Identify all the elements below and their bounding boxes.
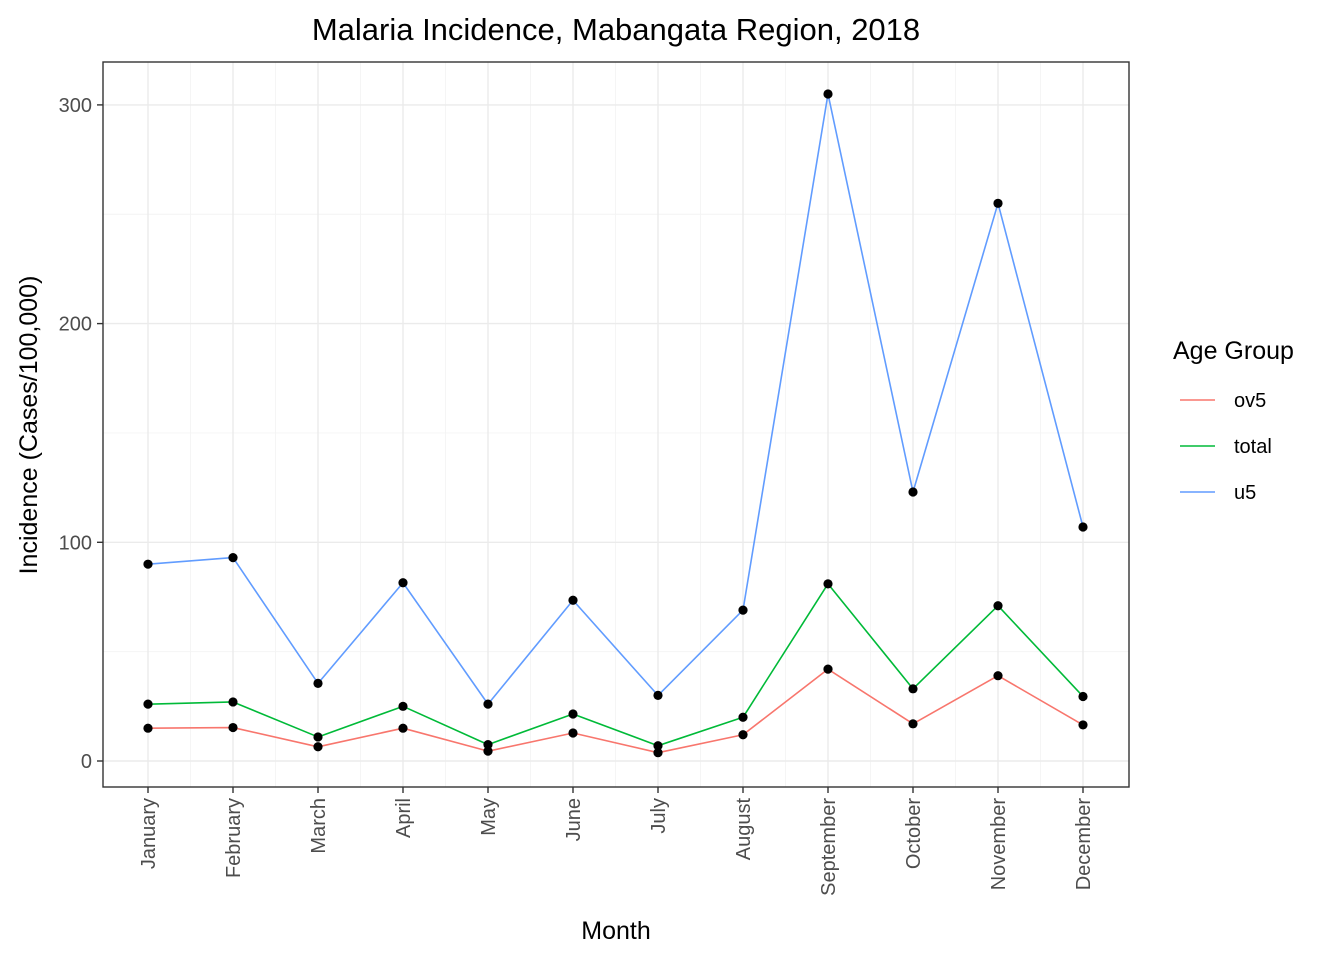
x-tick-label: September bbox=[818, 798, 840, 896]
data-point-ov5 bbox=[483, 746, 493, 756]
data-point-u5 bbox=[993, 198, 1003, 208]
data-point-u5 bbox=[653, 690, 663, 700]
series-line-u5 bbox=[147, 93, 1084, 705]
data-point-total bbox=[568, 709, 578, 719]
data-point-ov5 bbox=[143, 723, 153, 733]
x-tick-label: January bbox=[138, 798, 160, 869]
y-axis-title: Incidence (Cases/100,000) bbox=[15, 276, 43, 575]
data-point-total bbox=[228, 697, 238, 707]
data-point-ov5 bbox=[1078, 720, 1088, 730]
x-tick-label: November bbox=[988, 798, 1010, 891]
data-point-ov5 bbox=[313, 742, 323, 752]
data-point-ov5 bbox=[823, 664, 833, 674]
grid bbox=[103, 62, 1129, 787]
data-point-u5 bbox=[313, 678, 323, 688]
y-tick-label: 200 bbox=[59, 314, 92, 336]
data-point-ov5 bbox=[568, 728, 578, 738]
data-point-u5 bbox=[738, 605, 748, 615]
x-tick-label: May bbox=[478, 798, 500, 836]
x-tick-label: August bbox=[733, 798, 755, 861]
data-point-ov5 bbox=[398, 723, 408, 733]
legend-label-total: total bbox=[1234, 436, 1272, 458]
x-axis-title: Month bbox=[581, 917, 650, 945]
plot-panel-border bbox=[102, 61, 1130, 788]
data-point-ov5 bbox=[738, 730, 748, 740]
data-point-total bbox=[993, 601, 1003, 611]
data-point-total bbox=[483, 739, 493, 750]
x-tick-label: April bbox=[393, 798, 415, 838]
y-tick-label: 300 bbox=[59, 95, 92, 117]
data-point-total bbox=[738, 712, 748, 722]
data-point-ov5 bbox=[993, 671, 1003, 681]
data-point-total bbox=[823, 579, 833, 589]
data-point-u5 bbox=[483, 699, 493, 709]
chart-title: Malaria Incidence, Mabangata Region, 201… bbox=[312, 12, 920, 47]
legend-label-u5: u5 bbox=[1234, 482, 1256, 504]
x-tick-label: October bbox=[903, 798, 925, 869]
x-axis: January February March April May June July Augu… bbox=[138, 787, 1095, 896]
y-tick-label: 0 bbox=[81, 751, 92, 773]
data-point-total bbox=[908, 684, 918, 694]
data-point-total bbox=[313, 732, 323, 742]
x-tick-label: December bbox=[1073, 798, 1095, 891]
series-points bbox=[143, 89, 1088, 758]
data-point-ov5 bbox=[653, 748, 663, 758]
data-point-u5 bbox=[1078, 522, 1088, 532]
data-point-total bbox=[1078, 691, 1088, 702]
x-tick-label: February bbox=[223, 798, 245, 878]
series-line-ov5 bbox=[147, 668, 1084, 754]
data-point-ov5 bbox=[908, 719, 918, 729]
legend: Age Group ov5 total u5 bbox=[1173, 337, 1294, 504]
data-point-u5 bbox=[908, 487, 918, 497]
data-point-ov5 bbox=[228, 722, 238, 733]
series-lines bbox=[147, 93, 1084, 754]
x-tick-label: July bbox=[648, 798, 670, 834]
x-tick-label: June bbox=[563, 798, 585, 841]
series-line-total bbox=[147, 583, 1084, 747]
data-point-u5 bbox=[143, 559, 153, 569]
data-point-u5 bbox=[823, 89, 833, 99]
data-point-total bbox=[398, 701, 408, 711]
data-point-u5 bbox=[568, 595, 578, 605]
data-point-u5 bbox=[398, 578, 408, 588]
y-tick-label: 100 bbox=[59, 532, 92, 554]
data-point-u5 bbox=[228, 553, 238, 563]
data-point-total bbox=[143, 699, 153, 709]
x-tick-label: March bbox=[308, 798, 330, 854]
data-point-total bbox=[653, 741, 663, 751]
y-axis: 0 100 200 300 bbox=[59, 95, 103, 773]
legend-label-ov5: ov5 bbox=[1234, 390, 1266, 412]
legend-title: Age Group bbox=[1173, 337, 1294, 365]
